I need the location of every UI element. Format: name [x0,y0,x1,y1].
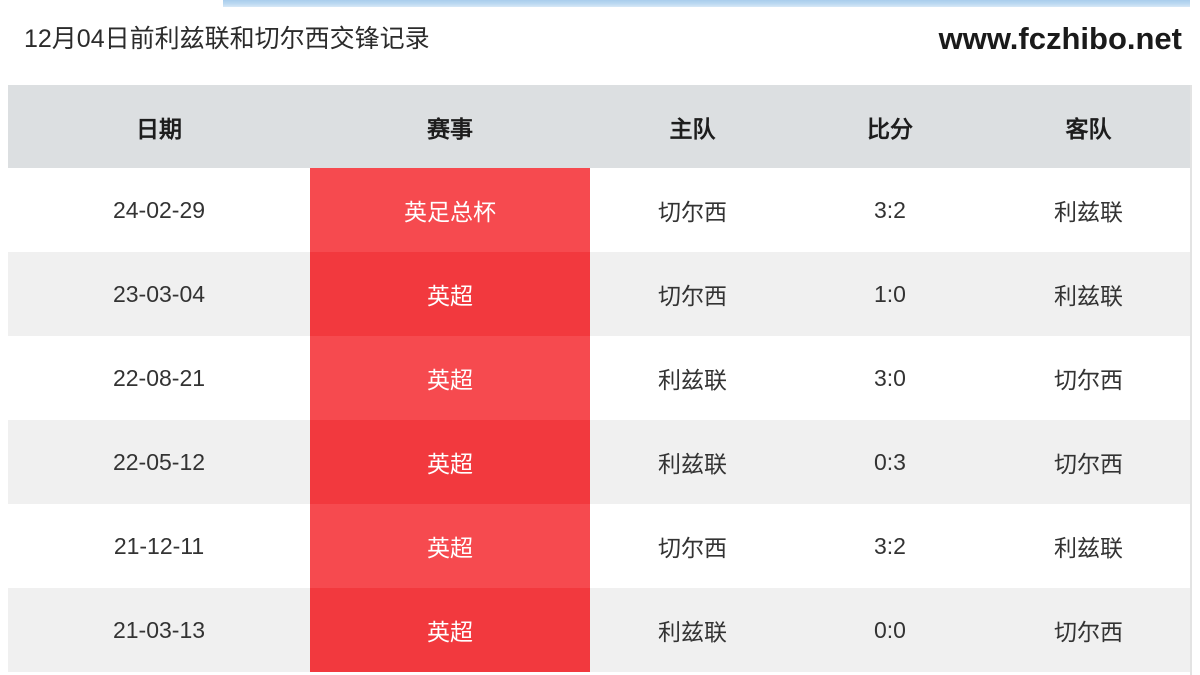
cell-competition[interactable]: 英超 [310,336,590,420]
cell-date: 23-03-04 [8,252,310,336]
cell-score: 3:2 [795,168,985,252]
cell-score: 0:3 [795,420,985,504]
page-header: 12月04日前利兹联和切尔西交锋记录 www.fczhibo.net [0,21,1200,68]
cell-score: 0:0 [795,588,985,672]
cell-away-team: 切尔西 [985,336,1190,420]
cell-home-team: 切尔西 [590,252,795,336]
column-header-away-team[interactable]: 客队 [985,85,1190,168]
cell-competition[interactable]: 英超 [310,504,590,588]
cell-away-team: 利兹联 [985,504,1190,588]
column-header-score[interactable]: 比分 [795,85,985,168]
cell-home-team: 切尔西 [590,504,795,588]
cell-score: 1:0 [795,252,985,336]
column-header-home-team[interactable]: 主队 [590,85,795,168]
table-body: 24-02-29 英足总杯 切尔西 3:2 利兹联 23-03-04 英超 切尔… [8,168,1190,672]
cell-home-team: 利兹联 [590,588,795,672]
table-header: 日期 赛事 主队 比分 客队 [8,85,1190,168]
table-row[interactable]: 22-05-12 英超 利兹联 0:3 切尔西 [8,420,1190,504]
cell-date: 21-03-13 [8,588,310,672]
cell-score: 3:0 [795,336,985,420]
column-header-competition[interactable]: 赛事 [310,85,590,168]
cell-score: 3:2 [795,504,985,588]
cell-away-team: 利兹联 [985,168,1190,252]
cell-date: 22-05-12 [8,420,310,504]
cell-competition[interactable]: 英超 [310,252,590,336]
cell-competition[interactable]: 英超 [310,588,590,672]
cell-away-team: 切尔西 [985,588,1190,672]
cell-competition[interactable]: 英足总杯 [310,168,590,252]
cell-date: 24-02-29 [8,168,310,252]
cell-home-team: 利兹联 [590,420,795,504]
table-row[interactable]: 23-03-04 英超 切尔西 1:0 利兹联 [8,252,1190,336]
cell-date: 22-08-21 [8,336,310,420]
page-title: 12月04日前利兹联和切尔西交锋记录 [24,25,430,53]
cell-away-team: 利兹联 [985,252,1190,336]
table-header-row: 日期 赛事 主队 比分 客队 [8,85,1190,168]
head-to-head-table: 日期 赛事 主队 比分 客队 24-02-29 英足总杯 切尔西 3:2 利兹联… [8,85,1190,672]
cell-away-team: 切尔西 [985,420,1190,504]
cell-home-team: 切尔西 [590,168,795,252]
head-to-head-table-container: 日期 赛事 主队 比分 客队 24-02-29 英足总杯 切尔西 3:2 利兹联… [8,85,1192,675]
site-watermark: www.fczhibo.net [938,21,1182,56]
table-row[interactable]: 21-03-13 英超 利兹联 0:0 切尔西 [8,588,1190,672]
top-accent-bar [223,0,1190,7]
column-header-date[interactable]: 日期 [8,85,310,168]
cell-home-team: 利兹联 [590,336,795,420]
table-row[interactable]: 24-02-29 英足总杯 切尔西 3:2 利兹联 [8,168,1190,252]
table-row[interactable]: 21-12-11 英超 切尔西 3:2 利兹联 [8,504,1190,588]
cell-date: 21-12-11 [8,504,310,588]
cell-competition[interactable]: 英超 [310,420,590,504]
table-row[interactable]: 22-08-21 英超 利兹联 3:0 切尔西 [8,336,1190,420]
